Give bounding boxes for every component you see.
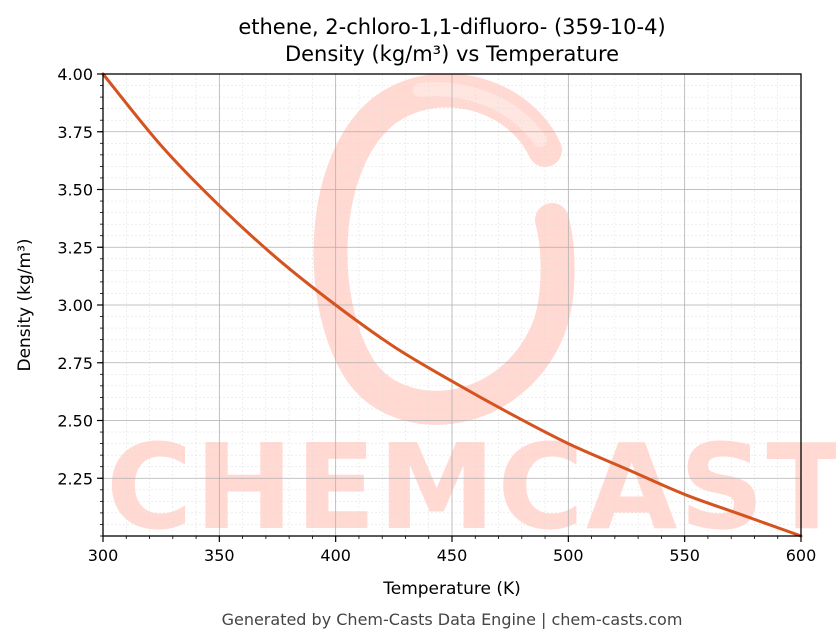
x-tick-label: 450 [437, 546, 468, 565]
grid-lines [102, 73, 802, 537]
x-tick-label: 500 [553, 546, 584, 565]
y-axis-label: Density (kg/m³) [15, 238, 35, 371]
x-tick-label: 400 [320, 546, 351, 565]
footer-credit: Generated by Chem-Casts Data Engine | ch… [222, 610, 683, 629]
chart-title: ethene, 2-chloro-1,1-difluoro- (359-10-4… [238, 15, 665, 39]
chemcasts-watermark: CHEMCASTS [106, 73, 836, 556]
x-tick-label: 550 [669, 546, 700, 565]
x-tick-label: 300 [88, 546, 119, 565]
y-tick-label: 3.50 [57, 181, 93, 200]
axis-ticks: 300 350 400 450 500 550 600 2.25 2.50 2.75 3.00 3.2… [57, 65, 816, 565]
y-tick-label: 3.25 [57, 238, 93, 257]
series-layer [101, 72, 803, 538]
x-tick-label: 600 [786, 546, 817, 565]
chart-subtitle: Density (kg/m³) vs Temperature [285, 42, 619, 66]
y-tick-label: 3.00 [57, 296, 93, 315]
x-tick-label: 350 [204, 546, 235, 565]
watermark-text: CHEMCASTS [106, 418, 836, 556]
density-series-line [101, 72, 803, 538]
y-tick-label: 2.25 [57, 469, 93, 488]
y-tick-label: 4.00 [57, 65, 93, 84]
watermark-logo-ring [313, 73, 575, 425]
y-tick-label: 3.75 [57, 123, 93, 142]
y-tick-label: 2.50 [57, 412, 93, 431]
x-axis-label: Temperature (K) [382, 579, 521, 599]
y-tick-label: 2.75 [57, 354, 93, 373]
